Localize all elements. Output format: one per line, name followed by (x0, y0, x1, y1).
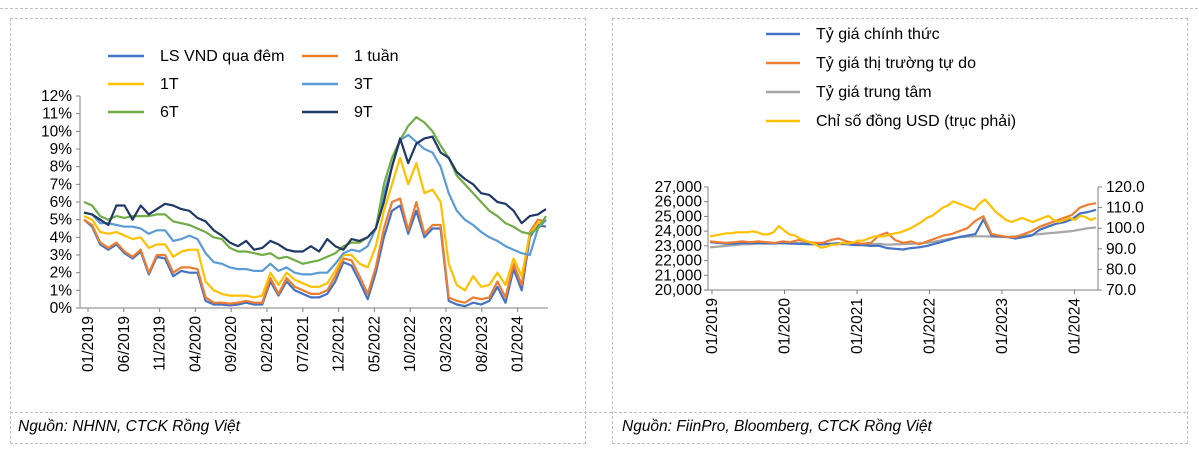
interest-rate-chart: 0%1%2%3%4%5%6%7%8%9%10%11%12% 01/2019 06/2… (41, 48, 548, 372)
legend-label: 9T (354, 104, 373, 121)
y-tick-label: 9% (50, 141, 73, 158)
y-tick-label: 22,000 (655, 253, 703, 270)
y-tick-label: 0% (50, 300, 73, 317)
y-tick-label: 12% (41, 88, 72, 105)
top-rule (0, 8, 1198, 9)
x-tick-label: 10/2022 (402, 316, 419, 372)
x-tick-label: 12/2021 (331, 316, 348, 372)
left-panel-frame (10, 18, 586, 444)
series-line (709, 198, 1097, 249)
x-tick-label: 01/2021 (849, 298, 866, 354)
x-tick-label: 04/2020 (187, 316, 204, 372)
y-tick-label: 10% (41, 123, 72, 140)
y-tick-label: 3% (50, 247, 73, 264)
y-tick-label: 26,000 (655, 194, 703, 211)
y-tick-label: 25,000 (655, 208, 703, 225)
x-tick-label: 08/2023 (474, 316, 491, 372)
source-rule (10, 412, 1186, 413)
x-tick-label: 01/2020 (777, 298, 794, 354)
y-tick-label: 8% (50, 159, 73, 176)
x-tick-label: 01/2024 (1067, 298, 1084, 354)
legend-label: 6T (160, 104, 179, 121)
y2-tick-label: 110.0 (1106, 200, 1144, 217)
source-note-left: Nguồn: NHNN, CTCK Rồng Việt (18, 418, 240, 435)
legend-label: 1 tuần (354, 48, 398, 65)
y2-tick-label: 120.0 (1106, 179, 1145, 196)
legend-label: Tỷ giá thị trường tự do (816, 55, 976, 72)
x-tick-label: 01/2019 (704, 298, 721, 354)
legend-label: Tỷ giá chính thức (816, 26, 940, 43)
right-panel-frame (612, 18, 1188, 444)
x-tick-label: 11/2019 (152, 316, 169, 371)
legend-label: LS VND qua đêm (160, 48, 285, 65)
x-tick-label: 01/2019 (80, 316, 97, 372)
x-tick-label: 01/2022 (922, 298, 939, 354)
y-tick-label: 11% (42, 106, 72, 123)
y2-tick-label: 70.0 (1106, 282, 1137, 299)
series-line (709, 202, 1097, 246)
series-line (83, 135, 547, 253)
x-tick-label: 06/2019 (116, 316, 133, 372)
legend-label: Chỉ số đồng USD (trục phải) (816, 113, 1016, 130)
legend-label: 1T (160, 76, 179, 93)
y2-tick-label: 80.0 (1106, 261, 1137, 278)
y-tick-label: 21,000 (655, 267, 703, 284)
y-tick-label: 4% (50, 229, 73, 246)
x-tick-label: 01/2023 (994, 298, 1011, 354)
x-tick-label: 03/2023 (438, 316, 455, 372)
y-tick-label: 2% (50, 265, 73, 282)
y-tick-label: 23,000 (655, 238, 703, 255)
series-line (83, 116, 547, 265)
y-tick-label: 7% (50, 176, 73, 193)
x-tick-label: 01/2024 (510, 316, 527, 372)
source-note-right: Nguồn: FiinPro, Bloomberg, CTCK Rồng Việ… (622, 418, 932, 435)
x-tick-label: 05/2022 (366, 316, 383, 372)
x-tick-label: 02/2021 (259, 316, 276, 372)
y2-tick-label: 100.0 (1106, 220, 1145, 237)
series-line (83, 133, 547, 276)
legend-label: Tỷ giá trung tâm (816, 84, 932, 101)
y-tick-label: 27,000 (655, 179, 703, 196)
y-tick-label: 1% (50, 282, 73, 299)
y-tick-label: 6% (50, 194, 73, 211)
series-line (83, 204, 547, 308)
series-line (83, 156, 547, 299)
y-tick-label: 5% (50, 212, 73, 229)
x-tick-label: 09/2020 (223, 316, 240, 372)
y-tick-label: 24,000 (655, 223, 703, 240)
y-tick-label: 20,000 (655, 282, 703, 299)
x-tick-label: 07/2021 (295, 316, 312, 372)
y2-tick-label: 90.0 (1106, 241, 1137, 258)
legend-label: 3T (354, 76, 373, 93)
series-line (83, 197, 547, 305)
